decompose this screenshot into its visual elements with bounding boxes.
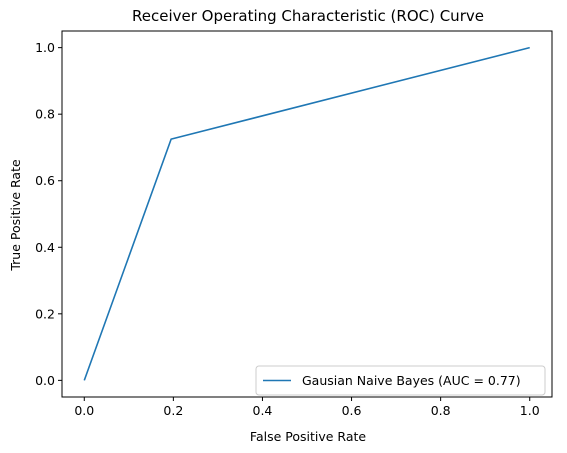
y-tick-label: 1.0 [35, 40, 55, 55]
plot-frame [61, 30, 553, 398]
legend: Gausian Naive Bayes (AUC = 0.77) [255, 365, 546, 396]
x-axis: 0.0 0.2 0.4 0.6 0.8 1.0 [74, 397, 540, 418]
x-tick-label: 0.2 [163, 403, 183, 418]
y-tick-label: 0.8 [35, 107, 55, 122]
x-tick-label: 1.0 [520, 403, 540, 418]
y-tick-label: 0.2 [35, 306, 55, 321]
legend-frame [255, 365, 546, 396]
x-tick-label: 0.6 [342, 403, 362, 418]
x-tick-label: 0.8 [431, 403, 451, 418]
y-axis-label: True Positive Rate [8, 159, 23, 272]
legend-entry-label: Gausian Naive Bayes (AUC = 0.77) [302, 373, 521, 388]
y-axis: 0.0 0.2 0.4 0.6 0.8 1.0 [35, 40, 62, 388]
y-tick-label: 0.4 [35, 240, 55, 255]
x-tick-label: 0.0 [74, 403, 94, 418]
x-axis-label: False Positive Rate [250, 429, 366, 444]
roc-curve-line [83, 46, 530, 381]
chart-title: Receiver Operating Characteristic (ROC) … [132, 7, 484, 25]
y-tick-label: 0.0 [35, 373, 55, 388]
plot-area [83, 46, 530, 381]
x-tick-label: 0.4 [253, 403, 273, 418]
y-tick-label: 0.6 [35, 173, 55, 188]
